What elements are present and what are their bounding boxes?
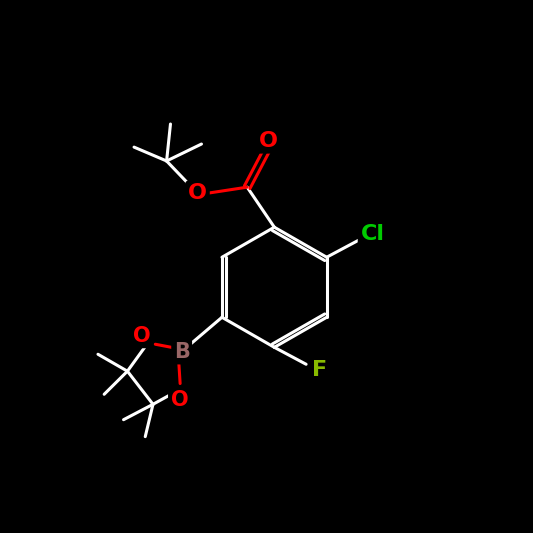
Text: O: O <box>259 131 278 151</box>
Text: O: O <box>171 390 188 410</box>
Text: Cl: Cl <box>360 224 384 244</box>
Text: O: O <box>133 326 150 346</box>
Text: B: B <box>174 342 190 362</box>
Text: O: O <box>188 183 207 203</box>
Text: F: F <box>312 360 328 381</box>
